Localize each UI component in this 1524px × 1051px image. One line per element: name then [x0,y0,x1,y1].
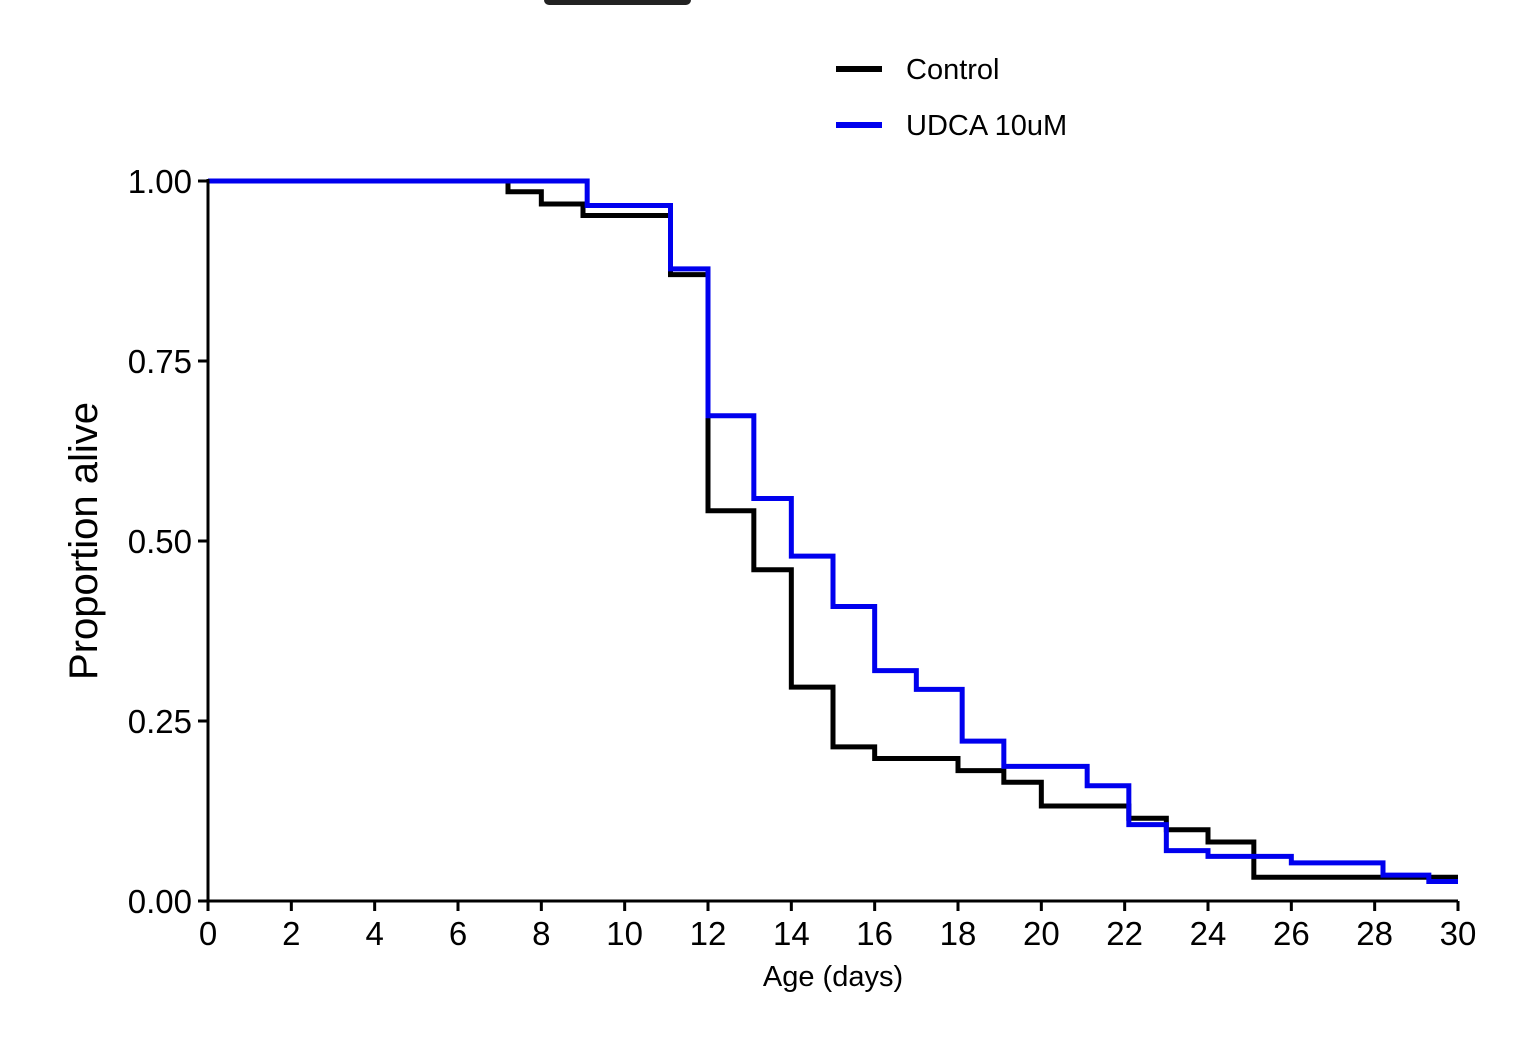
legend-label-control: Control [906,54,1000,86]
y-tick-label: 1.00 [128,163,192,200]
x-tick-label: 10 [606,915,643,952]
x-tick-label: 6 [449,915,467,952]
x-tick-label: 28 [1356,915,1393,952]
x-tick-label: 18 [940,915,977,952]
y-tick-label: 0.00 [128,883,192,920]
x-tick-label: 16 [856,915,893,952]
x-tick-label: 8 [532,915,550,952]
series-layer [208,178,1458,885]
series-line-udca [208,178,1458,885]
legend-label-udca: UDCA 10uM [906,110,1067,142]
y-axis-title: Proportion alive [62,402,106,680]
series-line-control [208,178,1458,880]
x-tick-label: 26 [1273,915,1310,952]
x-tick-label: 14 [773,915,810,952]
legend: Control UDCA 10uM [836,54,1067,142]
x-tick-label: 22 [1106,915,1143,952]
axes-layer [206,179,1458,903]
x-tick-label: 4 [365,915,383,952]
y-tick-label: 0.25 [128,703,192,740]
y-tick-label: 0.50 [128,523,192,560]
x-tick-label: 20 [1023,915,1060,952]
x-tick-label: 30 [1440,915,1477,952]
x-tick-label: 24 [1190,915,1227,952]
window-top-handle [544,0,691,5]
y-tick-label: 0.75 [128,343,192,380]
x-axis-title: Age (days) [763,961,903,993]
x-tick-label: 0 [199,915,217,952]
ticks-layer: 0 2 4 6 8 10 12 14 16 18 20 22 24 26 28 300.000.250.500… [128,163,1477,952]
x-tick-label: 12 [690,915,727,952]
x-tick-label: 2 [282,915,300,952]
